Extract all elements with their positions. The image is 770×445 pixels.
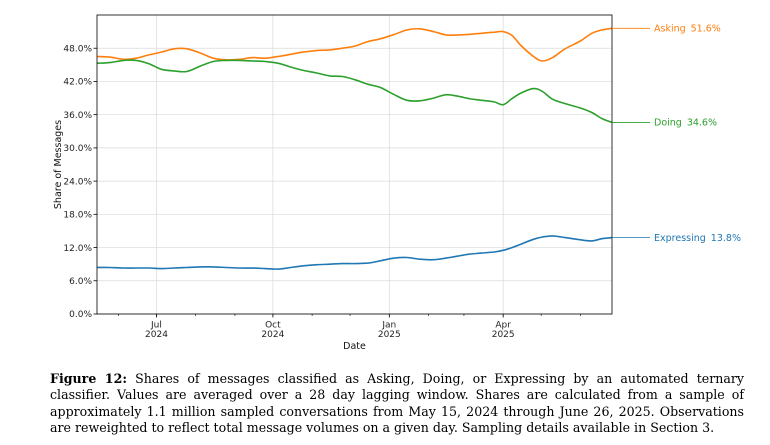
end-label-name: Expressing <box>654 233 706 244</box>
end-label-value: 34.6% <box>687 118 717 129</box>
y-tick-label: 30.0% <box>63 144 92 154</box>
figure-number: Figure 12: <box>50 371 127 386</box>
series-line-asking <box>96 27 613 62</box>
x-tick-month: Apr <box>495 321 511 331</box>
end-label-name: Asking <box>654 24 686 35</box>
end-label-name: Doing <box>654 118 682 129</box>
series-lines <box>96 27 613 270</box>
plot-frame <box>96 14 613 315</box>
y-tick-label: 12.0% <box>63 244 92 254</box>
x-tick-month: Jan <box>381 321 396 331</box>
y-tick-label: 18.0% <box>63 211 92 221</box>
figure-caption: Figure 12: Shares of messages classified… <box>50 371 744 437</box>
y-tick-label: 6.0% <box>69 277 92 287</box>
end-label-value: 51.6% <box>691 24 721 35</box>
x-tick-month: Jul <box>150 321 162 331</box>
end-label-asking: Asking 51.6% <box>654 24 721 35</box>
end-label-expressing: Expressing 13.8% <box>654 233 741 244</box>
y-tick-label: 0.0% <box>69 310 92 320</box>
x-tick-year: 2025 <box>378 330 401 340</box>
line-chart: 0.0% 6.0% 12.0% 18.0% 24.0% 30.0% 36.0% 42.0% 48… <box>53 14 741 352</box>
y-axis-ticks: 0.0% 6.0% 12.0% 18.0% 24.0% 30.0% 36.0% 42.0% 48… <box>63 44 97 320</box>
x-axis-label: Date <box>343 341 366 352</box>
y-axis-label: Share of Messages <box>53 120 64 209</box>
series-line-doing <box>96 59 613 124</box>
x-tick-year: 2025 <box>492 330 515 340</box>
end-label-value: 13.8% <box>711 233 741 244</box>
end-label-doing: Doing 34.6% <box>654 118 717 129</box>
x-tick-year: 2024 <box>145 330 168 340</box>
y-tick-label: 42.0% <box>63 78 92 88</box>
y-tick-label: 48.0% <box>63 44 92 54</box>
x-tick-year: 2024 <box>261 330 284 340</box>
caption-text: Shares of messages classified as Asking,… <box>50 371 744 436</box>
x-tick-month: Oct <box>265 321 281 331</box>
series-end-labels: Asking 51.6% Doing 34.6% Expressing 13.8% <box>612 24 741 244</box>
y-tick-label: 36.0% <box>63 111 92 121</box>
y-tick-label: 24.0% <box>63 177 92 187</box>
grid-lines <box>97 15 612 315</box>
series-line-expressing <box>96 235 613 270</box>
